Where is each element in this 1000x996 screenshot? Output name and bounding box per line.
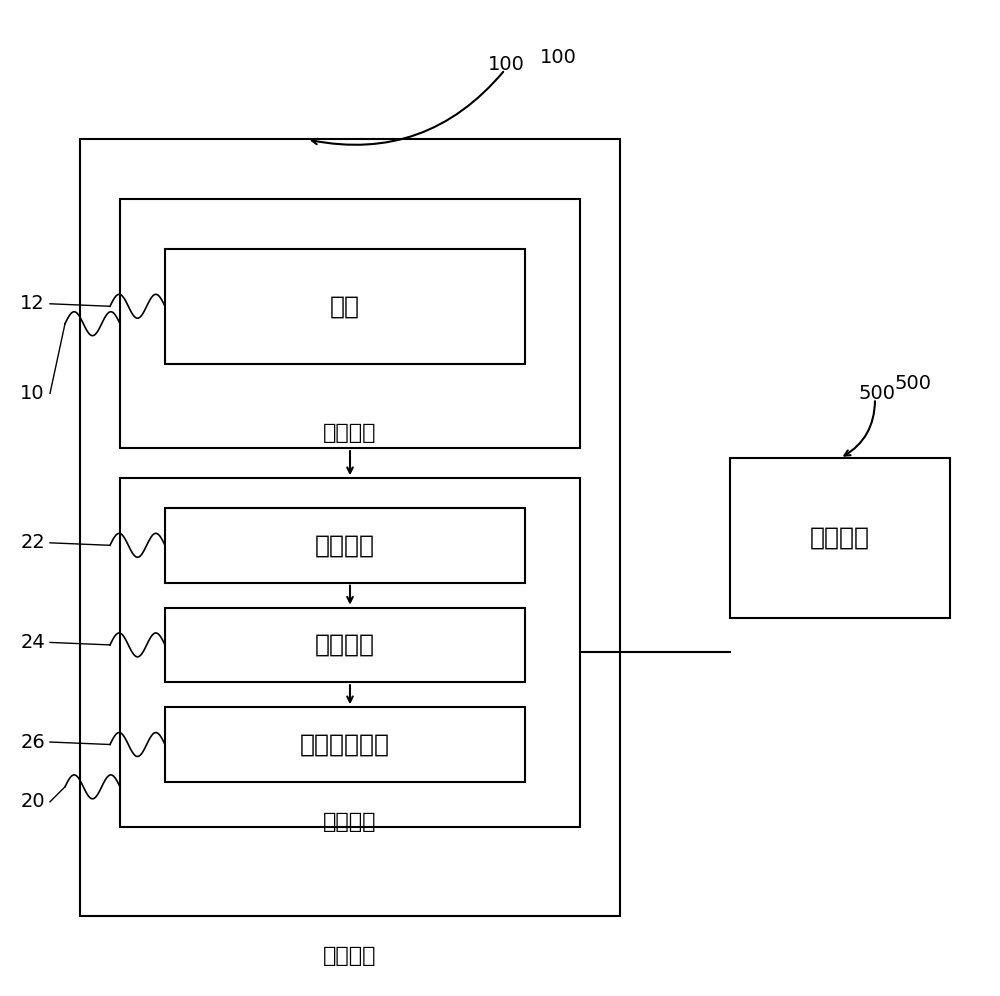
Text: 100: 100 bbox=[488, 55, 525, 75]
FancyBboxPatch shape bbox=[165, 249, 525, 364]
Text: 10: 10 bbox=[20, 383, 45, 403]
Text: 开关: 开关 bbox=[330, 294, 360, 319]
FancyBboxPatch shape bbox=[120, 199, 580, 448]
FancyBboxPatch shape bbox=[165, 707, 525, 782]
Text: 检测模块: 检测模块 bbox=[315, 533, 375, 558]
Text: 22: 22 bbox=[20, 533, 45, 553]
Text: 26: 26 bbox=[20, 732, 45, 752]
Text: 交流风扇: 交流风扇 bbox=[323, 423, 377, 443]
FancyBboxPatch shape bbox=[120, 478, 580, 827]
Text: 控制装置: 控制装置 bbox=[323, 812, 377, 832]
Text: 烹饲电器: 烹饲电器 bbox=[323, 946, 377, 966]
Text: 500: 500 bbox=[895, 374, 932, 393]
Text: 500: 500 bbox=[858, 383, 895, 403]
Text: 12: 12 bbox=[20, 294, 45, 314]
Text: 第一控制模块: 第一控制模块 bbox=[300, 732, 390, 757]
FancyBboxPatch shape bbox=[80, 139, 620, 916]
Text: 100: 100 bbox=[540, 48, 577, 68]
FancyBboxPatch shape bbox=[165, 608, 525, 682]
Text: 交流电源: 交流电源 bbox=[810, 526, 870, 550]
Text: 20: 20 bbox=[20, 792, 45, 812]
FancyBboxPatch shape bbox=[730, 458, 950, 618]
FancyBboxPatch shape bbox=[165, 508, 525, 583]
Text: 判断模块: 判断模块 bbox=[315, 632, 375, 657]
Text: 24: 24 bbox=[20, 632, 45, 652]
